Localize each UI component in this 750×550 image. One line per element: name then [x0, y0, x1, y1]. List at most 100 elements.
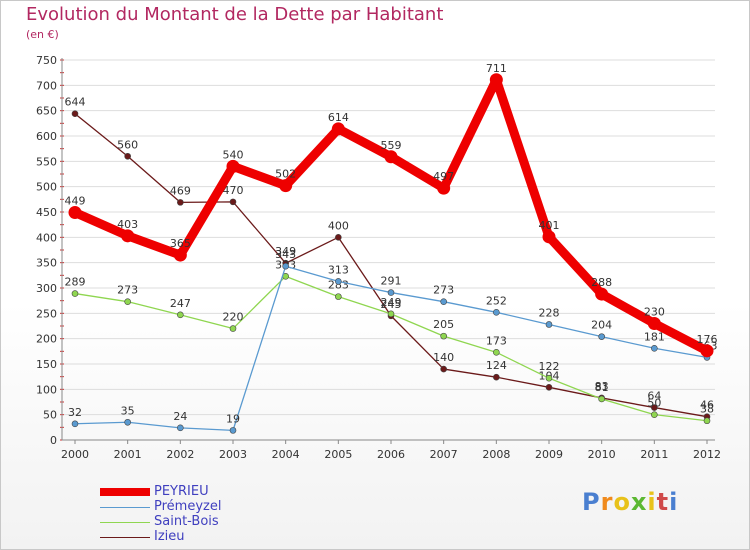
data-label: 35 [121, 404, 135, 417]
data-point [335, 293, 342, 300]
y-tick-label: 600 [36, 130, 57, 143]
data-label: 559 [381, 139, 402, 152]
data-point [437, 181, 451, 195]
legend-label-izieu: Izieu [154, 529, 185, 544]
data-label: 273 [117, 284, 138, 297]
data-label: 313 [328, 263, 349, 276]
data-point [124, 152, 131, 160]
x-tick-label: 2000 [61, 448, 89, 461]
legend-label-premeyzel: Prémeyzel [154, 499, 222, 514]
data-label: 220 [223, 311, 244, 324]
legend-swatch-saint-bois [100, 521, 150, 523]
x-tick-label: 2010 [588, 448, 616, 461]
data-label: 400 [328, 219, 349, 232]
y-tick-label: 250 [36, 307, 57, 320]
data-point [229, 427, 237, 434]
data-label: 140 [433, 351, 454, 364]
data-label: 343 [275, 248, 296, 261]
data-label: 124 [486, 359, 507, 372]
y-tick-label: 150 [36, 358, 57, 371]
data-label: 81 [595, 381, 609, 394]
data-point [700, 344, 714, 358]
y-tick-label: 750 [36, 54, 57, 67]
data-label: 122 [539, 360, 560, 373]
data-point [177, 424, 184, 432]
data-point [489, 73, 503, 87]
data-point [651, 411, 658, 418]
data-point [282, 262, 289, 270]
data-label: 230 [644, 305, 665, 318]
data-label: 173 [486, 334, 507, 347]
data-point [229, 325, 237, 332]
x-tick-label: 2001 [114, 448, 142, 461]
data-point [493, 309, 500, 316]
logo-letter: t [656, 488, 670, 516]
y-tick-label: 550 [36, 155, 57, 168]
data-label: 64 [647, 390, 661, 403]
data-label: 401 [539, 219, 560, 232]
x-tick-label: 2008 [482, 448, 510, 461]
data-point [177, 311, 184, 319]
data-point [545, 374, 553, 382]
data-label: 247 [170, 297, 191, 310]
x-tick-label: 2006 [377, 448, 405, 461]
data-label: 469 [170, 184, 191, 197]
data-label: 19 [226, 412, 240, 425]
data-label: 470 [223, 184, 244, 197]
data-label: 560 [117, 138, 138, 151]
logo-letter: o [613, 488, 631, 516]
data-point [124, 418, 131, 426]
data-label: 349 [275, 245, 296, 258]
x-tick-label: 2003 [219, 448, 247, 461]
logo-letter: P [582, 488, 601, 516]
data-label: 228 [539, 306, 560, 319]
data-point [335, 278, 342, 285]
data-point [545, 321, 553, 328]
data-label: 449 [65, 195, 86, 208]
data-label: 245 [381, 298, 402, 311]
data-point [331, 122, 345, 136]
data-point [71, 420, 79, 428]
data-point [440, 365, 447, 373]
data-point [335, 234, 342, 241]
data-point [387, 289, 395, 296]
data-point [121, 229, 135, 243]
data-point [493, 373, 500, 381]
data-label: 249 [381, 296, 402, 309]
legend-swatch-premeyzel [100, 506, 150, 508]
x-tick-label: 2005 [324, 448, 352, 461]
x-tick-label: 2011 [640, 448, 668, 461]
y-tick-label: 300 [36, 282, 57, 295]
y-tick-label: 0 [50, 434, 57, 447]
x-tick-label: 2009 [535, 448, 563, 461]
data-point [598, 333, 605, 340]
y-tick-label: 500 [36, 181, 57, 194]
data-label: 50 [647, 397, 661, 410]
data-point [595, 287, 609, 301]
data-point [226, 159, 240, 173]
data-label: 403 [117, 218, 138, 231]
y-tick-label: 400 [36, 231, 57, 244]
x-tick-label: 2002 [166, 448, 194, 461]
data-label: 38 [700, 403, 714, 416]
data-point [71, 110, 79, 118]
y-tick-label: 50 [43, 409, 57, 422]
data-label: 273 [433, 284, 454, 297]
data-point [651, 404, 658, 411]
data-label: 711 [486, 62, 507, 75]
x-tick-label: 2004 [272, 448, 300, 461]
chart-unit: (en €) [26, 28, 59, 41]
logo-letter: x [630, 488, 648, 516]
data-point [703, 417, 711, 425]
logo-letter: i [669, 488, 679, 516]
data-point [651, 344, 658, 352]
data-point [279, 179, 293, 193]
data-label: 289 [65, 276, 86, 289]
legend-label-peyrieu: PEYRIEU [154, 484, 209, 499]
y-tick-label: 450 [36, 206, 57, 219]
data-point [545, 384, 553, 391]
x-tick-label: 2012 [693, 448, 721, 461]
legend-swatch-peyrieu [100, 487, 150, 496]
